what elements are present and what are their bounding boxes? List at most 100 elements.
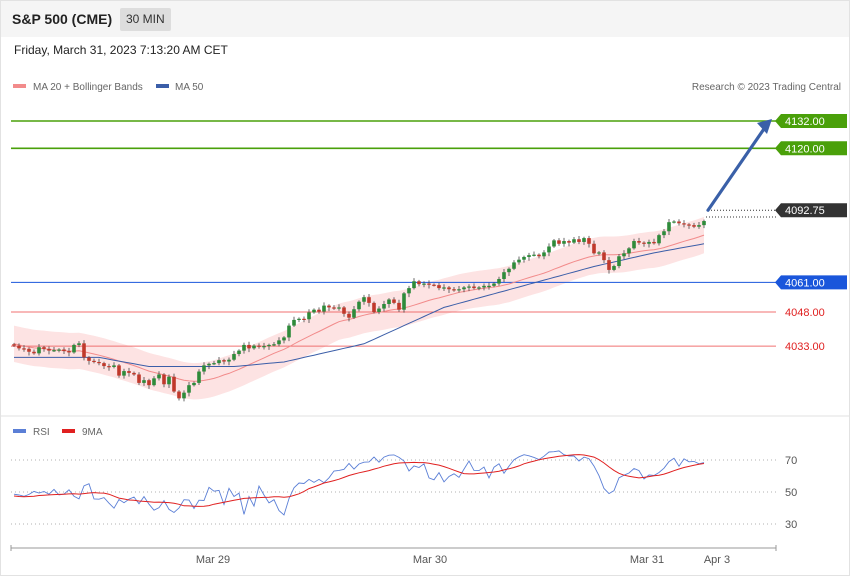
price-legend: MA 20 + Bollinger Bands MA 50 [13,82,204,93]
rsi-legend: RSI 9MA [13,427,103,438]
legend-swatch-ma20 [13,84,26,88]
candle-body [552,240,556,247]
candle-body [182,392,186,399]
candle-body [352,309,356,318]
candle-body [467,286,471,288]
candle-body [197,371,201,383]
candle-body [282,337,286,341]
chart-datetime: Friday, March 31, 2023 7:13:20 AM CET [14,43,228,57]
candle-body [372,302,376,312]
candle-body [117,365,121,376]
legend-swatch-ma50 [156,84,169,88]
candle-body [52,350,56,352]
candle-body [607,260,611,270]
candle-body [357,301,361,310]
candle-body [582,238,586,242]
candle-body [257,345,261,347]
candle-body [407,288,411,294]
instrument-title: S&P 500 (CME) [12,11,113,27]
rsi-tick-label: 30 [785,519,797,531]
time-tick-label: Apr 3 [704,554,730,566]
candle-body [627,248,631,254]
level-label-current: 4092.75 [785,205,825,217]
candle-body [287,325,291,338]
candle-body [317,309,321,312]
candle-body [92,360,96,363]
candle-body [147,380,151,386]
candle-body [472,286,476,289]
forecast-arrow-shaft [706,124,768,212]
legend-label-ma20: MA 20 + Bollinger Bands [33,82,143,93]
level-tag-resistance [775,114,847,129]
candle-body [142,380,146,383]
candle-body [87,357,91,361]
candle-body [157,374,161,379]
credit-text: Research © 2023 Trading Central [692,82,841,93]
candle-body [387,299,391,305]
candle-body [587,238,591,244]
candle-body [522,256,526,260]
candle-body [427,283,431,285]
candle-body [527,255,531,257]
candle-body [677,221,681,224]
candle-body [647,241,651,244]
time-tick-label: Mar 30 [413,554,447,566]
candle-body [277,340,281,345]
candle-body [192,382,196,386]
candle-body [437,285,441,289]
candle-body [622,253,626,257]
candle-body [172,376,176,392]
candle-body [97,361,101,364]
candle-body [222,360,226,362]
legend-label-rsi: RSI [33,427,50,438]
candle-body [452,289,456,291]
legend-swatch-rsi [13,429,26,433]
candle-body [67,351,71,353]
candle-body [247,344,251,349]
candle-body [392,299,396,303]
candle-body [637,241,641,243]
ma50-line [14,243,705,367]
candle-body [662,231,666,236]
candle-body [592,243,596,254]
candle-body [562,241,566,244]
rsi-tick-label: 50 [785,487,797,499]
candle-body [537,254,541,257]
candle-body [137,374,141,383]
candle-body [77,343,81,345]
candle-body [492,283,496,286]
candle-body [227,359,231,362]
candle-body [367,297,371,303]
candle-body [502,272,506,280]
timeframe-badge[interactable]: 30 MIN [120,8,171,31]
level-label-pivot: 4061.00 [785,277,825,289]
candle-body [307,312,311,320]
candle-body [327,305,331,308]
candle-body [482,285,486,288]
candle-body [267,344,271,347]
candle-body [457,289,461,291]
candle-body [242,344,246,351]
candle-body [497,279,501,284]
candle-body [432,284,436,286]
candle-body [697,225,701,227]
candle-body [32,351,36,354]
candle-body [547,246,551,253]
candle-body [667,222,671,232]
candle-body [62,349,66,352]
candle-body [702,221,706,226]
candle-body [517,259,521,263]
candle-body [207,363,211,366]
level-label-support: 4033.00 [785,341,825,353]
candle-body [47,348,51,351]
candle-body [487,285,491,288]
candle-body [377,308,381,312]
candle-body [17,345,21,349]
candle-body [652,241,656,244]
rsi-9ma-line [13,454,705,507]
candle-body [322,305,326,312]
candlesticks [12,218,706,402]
time-tick-label: Mar 29 [196,554,230,566]
candle-body [42,347,46,349]
